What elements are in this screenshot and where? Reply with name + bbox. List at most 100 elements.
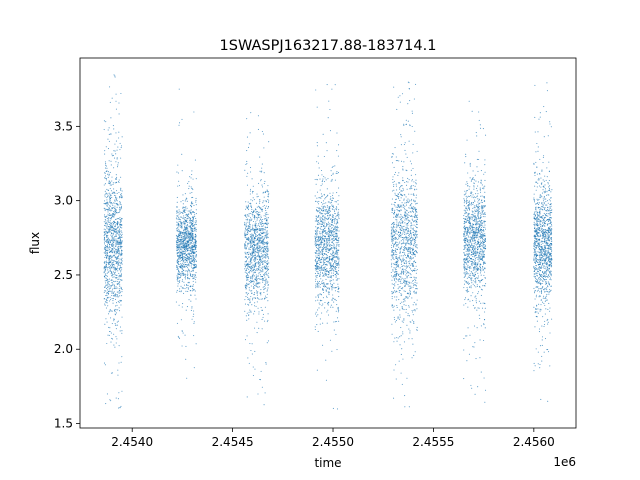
data-point — [404, 142, 406, 144]
data-point — [192, 255, 194, 257]
data-point — [103, 221, 105, 223]
data-point — [116, 266, 118, 268]
data-point — [401, 233, 403, 235]
data-point — [320, 237, 322, 239]
data-point — [117, 320, 119, 322]
data-point — [399, 316, 401, 318]
data-point — [116, 277, 118, 279]
data-point — [249, 259, 251, 261]
data-point — [401, 205, 403, 207]
data-point — [192, 315, 194, 318]
data-point — [186, 200, 188, 202]
data-point — [107, 176, 109, 178]
data-point — [398, 280, 400, 282]
data-point — [336, 271, 338, 273]
data-point — [247, 204, 249, 206]
data-point — [104, 290, 106, 292]
data-point — [252, 236, 254, 238]
data-point — [104, 183, 106, 185]
data-point — [258, 259, 260, 261]
data-point — [318, 285, 320, 287]
data-point — [259, 230, 261, 232]
data-point — [246, 150, 248, 152]
data-point — [106, 266, 108, 268]
data-point — [329, 267, 331, 270]
data-point — [195, 255, 197, 257]
data-point — [119, 218, 121, 220]
data-point — [177, 211, 179, 213]
data-point — [118, 254, 120, 256]
data-point — [249, 244, 252, 246]
data-point — [264, 261, 266, 263]
data-point — [249, 270, 251, 273]
data-point — [117, 164, 119, 166]
data-point — [251, 226, 253, 228]
data-point — [256, 255, 258, 258]
data-point — [321, 268, 323, 270]
data-point — [180, 290, 182, 292]
data-point — [323, 175, 325, 178]
data-point — [248, 263, 251, 265]
data-point — [115, 262, 117, 264]
data-point — [114, 346, 116, 348]
data-point — [189, 271, 191, 273]
data-point — [333, 263, 335, 265]
data-point — [113, 310, 116, 312]
data-point — [401, 288, 403, 290]
data-point — [119, 238, 121, 240]
data-point — [396, 266, 398, 268]
data-point — [262, 200, 264, 202]
data-point — [113, 239, 115, 241]
data-point — [400, 263, 402, 265]
data-point — [263, 223, 265, 225]
data-point — [188, 238, 191, 240]
data-point — [113, 276, 115, 278]
data-point — [182, 287, 184, 289]
data-point — [412, 264, 414, 266]
data-point — [189, 192, 191, 194]
data-point — [175, 265, 178, 267]
data-point — [323, 244, 325, 247]
data-point — [115, 286, 117, 288]
data-point — [258, 206, 260, 208]
data-point — [179, 244, 181, 246]
data-point — [178, 336, 180, 338]
data-point — [188, 185, 190, 187]
data-point — [263, 183, 265, 185]
data-point — [192, 251, 195, 253]
data-point — [115, 249, 117, 251]
data-point — [328, 209, 330, 211]
data-point — [413, 194, 415, 196]
data-point — [264, 260, 266, 262]
data-point — [260, 260, 262, 262]
data-point — [403, 290, 405, 292]
data-point — [267, 281, 269, 283]
data-point — [248, 261, 250, 263]
data-point — [109, 250, 112, 252]
data-point — [412, 247, 414, 249]
data-point — [332, 216, 334, 218]
data-point — [112, 125, 114, 127]
data-point — [249, 342, 251, 345]
data-point — [114, 150, 116, 152]
data-point — [259, 237, 261, 239]
data-point — [322, 213, 324, 215]
data-point — [330, 202, 332, 204]
data-point — [244, 224, 246, 226]
data-point — [119, 223, 121, 225]
data-point — [245, 284, 247, 287]
data-point — [266, 290, 268, 292]
data-point — [331, 258, 333, 260]
data-point — [326, 239, 328, 241]
data-point — [118, 191, 120, 194]
data-point — [244, 233, 246, 235]
data-point — [321, 253, 323, 255]
data-point — [254, 251, 257, 253]
data-point — [195, 213, 197, 215]
data-point — [396, 340, 398, 342]
data-point — [103, 184, 105, 186]
data-point — [327, 251, 330, 253]
data-point — [332, 279, 334, 281]
data-point — [323, 268, 325, 270]
data-point — [114, 192, 116, 194]
